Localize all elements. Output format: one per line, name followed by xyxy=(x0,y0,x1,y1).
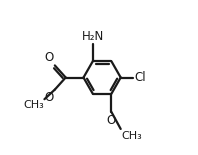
Text: O: O xyxy=(45,91,54,104)
Text: CH₃: CH₃ xyxy=(122,131,142,141)
Text: H₂N: H₂N xyxy=(82,30,104,43)
Text: CH₃: CH₃ xyxy=(23,100,44,111)
Text: Cl: Cl xyxy=(134,71,146,84)
Text: O: O xyxy=(45,51,54,64)
Text: O: O xyxy=(106,114,116,127)
